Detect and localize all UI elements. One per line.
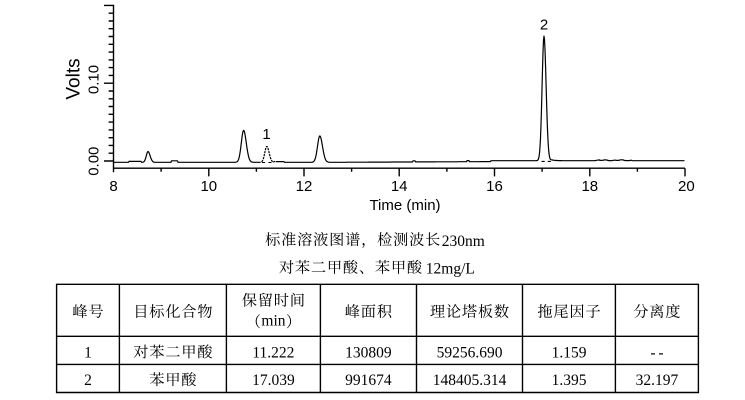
svg-text:59256.690: 59256.690 (437, 345, 503, 362)
svg-text:230nm: 230nm (442, 233, 485, 250)
svg-text:20: 20 (678, 178, 695, 195)
svg-text:1.159: 1.159 (552, 345, 587, 362)
svg-text:10: 10 (200, 178, 217, 195)
svg-text:14: 14 (391, 178, 408, 195)
svg-text:-: - (658, 345, 663, 362)
svg-text:1: 1 (84, 345, 92, 362)
svg-text:991674: 991674 (345, 372, 392, 389)
svg-text:12: 12 (296, 178, 313, 195)
svg-text:32.197: 32.197 (636, 372, 679, 389)
svg-text:12mg/L: 12mg/L (426, 261, 475, 278)
svg-text:8: 8 (109, 178, 117, 195)
svg-text:Time (min): Time (min) (369, 197, 440, 214)
svg-text:Volts: Volts (64, 58, 85, 99)
svg-text:16: 16 (486, 178, 503, 195)
svg-text:18: 18 (581, 178, 598, 195)
svg-text:1: 1 (262, 126, 270, 143)
svg-text:1.395: 1.395 (552, 372, 587, 389)
svg-text:148405.314: 148405.314 (433, 372, 507, 389)
svg-text:17.039: 17.039 (252, 372, 295, 389)
svg-text:min: min (261, 313, 285, 330)
svg-text:-: - (650, 345, 655, 362)
svg-text:11.222: 11.222 (252, 345, 294, 362)
svg-text:0.10: 0.10 (85, 65, 102, 94)
svg-text:2: 2 (540, 17, 548, 34)
svg-text:130809: 130809 (345, 345, 392, 362)
svg-text:0.00: 0.00 (85, 147, 102, 176)
svg-text:2: 2 (84, 372, 92, 389)
